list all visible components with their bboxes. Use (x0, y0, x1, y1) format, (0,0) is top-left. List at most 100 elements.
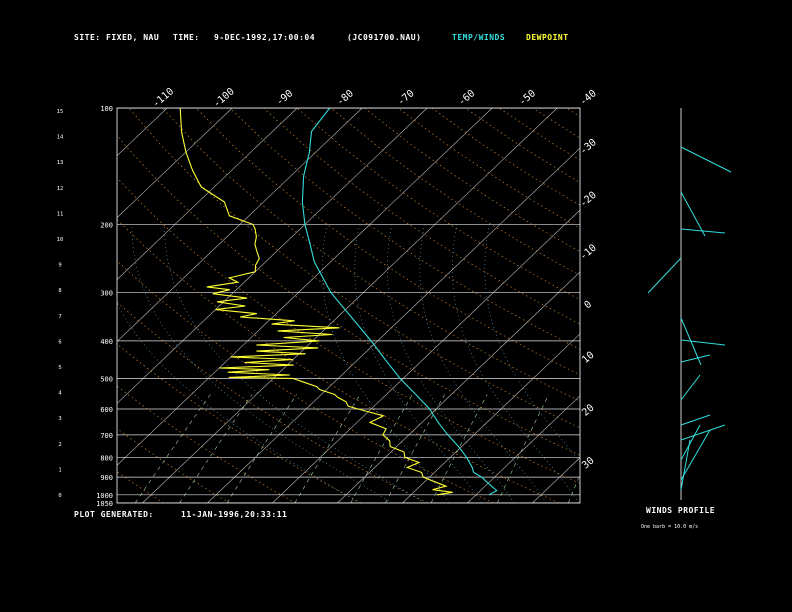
moist-adiabat (354, 224, 482, 503)
isotherm-line (0, 108, 37, 503)
plot-frame (116, 107, 581, 504)
wind-barb (680, 424, 726, 441)
mixing-ratio-line (430, 394, 488, 503)
height-tick-label: 14 (57, 135, 64, 141)
isotherm-line (532, 457, 580, 503)
isotherm-top-label: -100 (211, 86, 237, 110)
wind-barb (680, 374, 701, 401)
wind-barb (680, 429, 711, 481)
time-value: 9-DEC-1992,17:00:04 (214, 33, 316, 42)
wind-barb (680, 146, 732, 173)
file-id: (JC091700.NAU) (347, 33, 422, 42)
height-tick-label: 4 (58, 391, 62, 397)
moist-adiabat (117, 301, 360, 503)
dry-adiabat (117, 301, 428, 503)
chart-curves (179, 108, 498, 496)
isotherm-right-label: -30 (578, 137, 599, 157)
height-tick-label: 8 (58, 288, 61, 294)
wind-barb (680, 439, 691, 491)
isotherm-line (142, 108, 558, 503)
pressure-tick-label: 700 (100, 432, 113, 440)
site-label: SITE: (74, 33, 101, 42)
isotherm-right-label: -20 (578, 190, 599, 210)
height-tick-label: 10 (57, 237, 64, 243)
height-tick-label: 9 (58, 263, 61, 269)
isotherm-right-label: 30 (580, 455, 596, 471)
height-tick-label: 6 (58, 339, 61, 345)
isotherm-line (337, 271, 580, 503)
isotherm-line (272, 209, 580, 503)
winds-profile-note: One barb = 10.0 m/s (641, 524, 699, 530)
legend-temp-winds: TEMP/WINDS (452, 33, 506, 42)
moist-adiabat (451, 224, 580, 503)
dry-adiabat (195, 108, 580, 376)
chart-labels: 1002003004005006007008009001000105001234… (57, 86, 599, 508)
plot-generated-value: 11-JAN-1996,20:33:11 (181, 510, 288, 519)
isotherm-right-label: 0 (583, 299, 595, 311)
isotherm-line (117, 108, 363, 342)
pressure-tick-label: 300 (100, 290, 113, 298)
dry-adiabat (117, 428, 230, 503)
dry-adiabat (229, 108, 580, 350)
height-tick-label: 11 (57, 211, 64, 217)
isotherm-line (402, 333, 580, 503)
isotherm-line (662, 108, 792, 503)
mixing-ratio-line (497, 394, 550, 503)
dry-adiabat (117, 471, 164, 503)
pressure-tick-label: 1050 (96, 500, 113, 508)
mixing-ratio-line (350, 394, 413, 503)
height-tick-label: 3 (58, 416, 61, 422)
isotherm-line (117, 108, 233, 219)
dry-adiabat (364, 108, 580, 252)
wind-barb (680, 414, 711, 426)
moist-adiabat (386, 224, 515, 503)
pressure-tick-label: 600 (100, 406, 113, 414)
dry-adiabat (117, 343, 362, 503)
height-tick-label: 2 (58, 442, 61, 448)
time-label: TIME: (173, 33, 200, 42)
dry-adiabat (634, 108, 792, 503)
dry-adiabat (532, 108, 580, 139)
wind-barb (680, 424, 701, 461)
isotherm-line (0, 108, 102, 503)
height-tick-label: 12 (57, 186, 64, 192)
chart-grid (0, 108, 792, 503)
isotherm-line (727, 108, 792, 503)
mixing-ratio-line (294, 394, 361, 503)
dry-adiabat (128, 108, 580, 429)
pressure-tick-label: 500 (100, 375, 113, 383)
mixing-ratio-line (179, 394, 253, 503)
pressure-tick-label: 1000 (96, 492, 113, 500)
isotherm-line (597, 108, 792, 503)
dry-adiabat (397, 108, 580, 229)
height-tick-label: 5 (58, 365, 61, 371)
dry-adiabat (117, 134, 580, 456)
dry-adiabat (465, 108, 580, 183)
wind-barb (680, 339, 726, 346)
height-tick-label: 15 (57, 109, 64, 115)
height-tick-label: 7 (58, 314, 61, 320)
wind-barb (680, 354, 711, 363)
isotherm-top-label: -70 (396, 88, 417, 108)
isotherm-top-label: -110 (151, 86, 177, 110)
isotherm-line (117, 108, 493, 466)
isotherm-top-label: -60 (456, 88, 477, 108)
isotherm-line (207, 147, 580, 503)
pressure-tick-label: 400 (100, 338, 113, 346)
temperature-curve (301, 108, 498, 496)
legend-dewpoint: DEWPOINT (526, 33, 569, 42)
winds-profile-panel (647, 108, 732, 500)
dry-adiabat (117, 385, 296, 503)
isotherm-line (117, 108, 298, 280)
mixing-ratio-line (385, 394, 445, 503)
moist-adiabat (419, 224, 547, 503)
pressure-tick-label: 200 (100, 221, 113, 229)
height-tick-label: 1 (58, 467, 61, 473)
site-value: FIXED, NAU (106, 33, 160, 42)
pressure-tick-label: 900 (100, 474, 113, 482)
wind-barb (680, 191, 706, 237)
dry-adiabat (162, 108, 580, 402)
pressure-tick-label: 800 (100, 454, 113, 462)
dewpoint-curve (179, 108, 453, 496)
